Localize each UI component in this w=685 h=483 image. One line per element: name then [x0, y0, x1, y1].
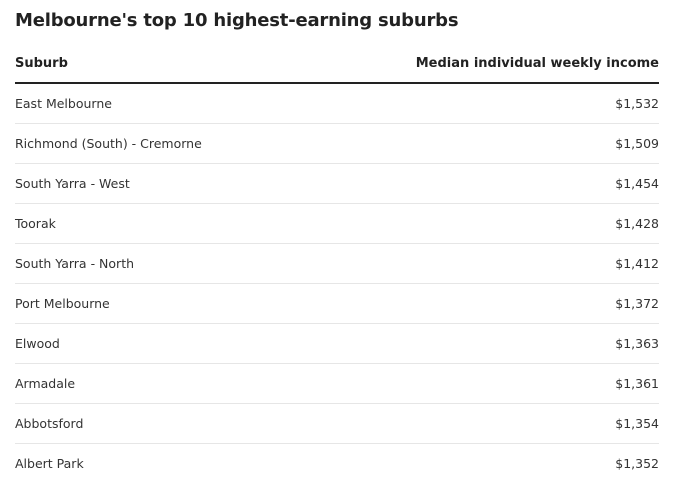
table-row: East Melbourne $1,532	[15, 83, 659, 124]
income-cell: $1,412	[337, 244, 659, 284]
column-header-suburb: Suburb	[15, 44, 337, 83]
table-row: Richmond (South) - Cremorne $1,509	[15, 124, 659, 164]
table-row: South Yarra - North $1,412	[15, 244, 659, 284]
table-title: Melbourne's top 10 highest-earning subur…	[15, 8, 659, 34]
table-row: Armadale $1,361	[15, 364, 659, 404]
income-cell: $1,352	[337, 444, 659, 483]
suburb-cell: Port Melbourne	[15, 284, 337, 324]
suburb-cell: East Melbourne	[15, 83, 337, 124]
income-cell: $1,509	[337, 124, 659, 164]
income-cell: $1,354	[337, 404, 659, 444]
income-cell: $1,428	[337, 204, 659, 244]
table-row: Elwood $1,363	[15, 324, 659, 364]
table-row: Albert Park $1,352	[15, 444, 659, 483]
suburb-cell: Armadale	[15, 364, 337, 404]
table-row: Port Melbourne $1,372	[15, 284, 659, 324]
column-header-income: Median individual weekly income	[337, 44, 659, 83]
income-cell: $1,361	[337, 364, 659, 404]
suburb-cell: Elwood	[15, 324, 337, 364]
suburb-cell: Toorak	[15, 204, 337, 244]
table-header: Suburb Median individual weekly income	[15, 44, 659, 83]
table-row: South Yarra - West $1,454	[15, 164, 659, 204]
table-body: East Melbourne $1,532 Richmond (South) -…	[15, 83, 659, 483]
suburb-cell: Albert Park	[15, 444, 337, 483]
suburb-cell: South Yarra - West	[15, 164, 337, 204]
income-cell: $1,372	[337, 284, 659, 324]
income-cell: $1,454	[337, 164, 659, 204]
suburb-cell: South Yarra - North	[15, 244, 337, 284]
income-cell: $1,532	[337, 83, 659, 124]
suburb-cell: Abbotsford	[15, 404, 337, 444]
suburb-cell: Richmond (South) - Cremorne	[15, 124, 337, 164]
income-cell: $1,363	[337, 324, 659, 364]
table-header-row: Suburb Median individual weekly income	[15, 44, 659, 83]
table-row: Toorak $1,428	[15, 204, 659, 244]
table-row: Abbotsford $1,354	[15, 404, 659, 444]
income-table: Suburb Median individual weekly income E…	[15, 44, 659, 483]
